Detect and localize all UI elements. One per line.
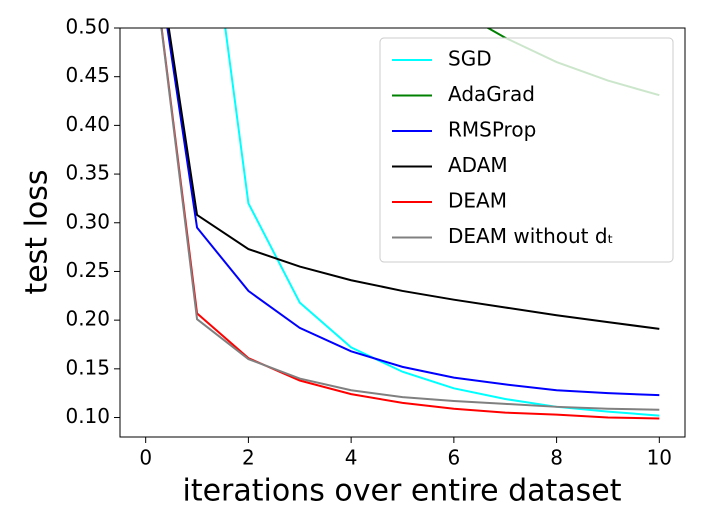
x-axis-label: iterations over entire dataset	[183, 474, 622, 509]
y-tick-label: 0.15	[65, 355, 110, 379]
legend-label: ADAM	[448, 153, 508, 177]
legend-label: SGD	[448, 47, 492, 71]
series-line	[167, 28, 660, 330]
legend-label: DEAM without dₜ	[448, 224, 613, 248]
x-tick-label: 4	[345, 446, 358, 470]
legend-label: AdaGrad	[448, 82, 535, 106]
x-tick-label: 6	[447, 446, 460, 470]
x-tick-label: 2	[242, 446, 255, 470]
series-line	[160, 28, 660, 411]
x-tick-label: 0	[139, 446, 152, 470]
y-tick-label: 0.25	[65, 258, 110, 282]
x-tick-label: 10	[647, 446, 672, 470]
legend-label: DEAM	[448, 189, 507, 213]
plot-frame	[119, 27, 686, 438]
series-line	[160, 28, 660, 420]
x-tick-label: 8	[550, 446, 563, 470]
y-tick-label: 0.10	[65, 404, 110, 428]
y-tick-label: 0.35	[65, 161, 110, 185]
legend-box	[379, 37, 674, 263]
legend-label: RMSProp	[448, 118, 536, 142]
y-tick-label: 0.50	[65, 15, 110, 39]
y-tick-label: 0.30	[65, 209, 110, 233]
y-tick-label: 0.45	[65, 63, 110, 87]
y-tick-label: 0.40	[65, 112, 110, 136]
y-axis-label: test loss	[20, 169, 55, 294]
series-line	[166, 28, 660, 397]
y-tick-label: 0.20	[65, 307, 110, 331]
